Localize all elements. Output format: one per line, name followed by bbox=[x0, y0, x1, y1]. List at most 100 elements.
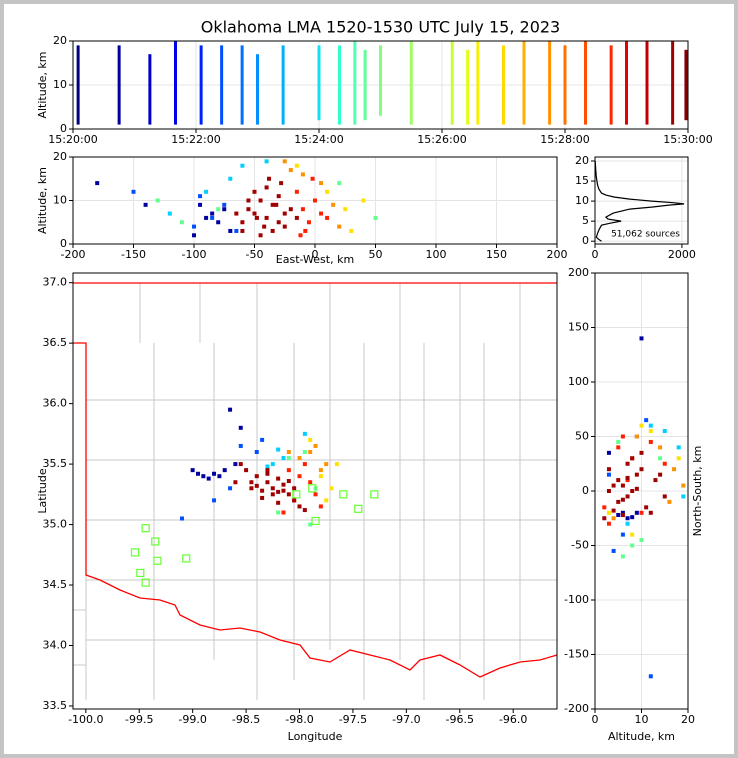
source-point bbox=[155, 198, 160, 203]
source-point bbox=[254, 449, 259, 454]
flash-column bbox=[353, 41, 357, 125]
source-point bbox=[325, 189, 330, 194]
source-point bbox=[681, 483, 686, 488]
source-point bbox=[306, 220, 311, 225]
source-point bbox=[630, 515, 635, 520]
source-point bbox=[192, 233, 196, 238]
source-point bbox=[318, 468, 323, 473]
source-point bbox=[234, 211, 239, 216]
source-point bbox=[658, 472, 663, 477]
station bbox=[308, 484, 317, 493]
source-point bbox=[313, 443, 318, 448]
source-point bbox=[300, 207, 305, 212]
x-tick-label: -97.0 bbox=[392, 713, 420, 726]
source-point bbox=[625, 516, 630, 521]
source-point bbox=[297, 456, 302, 461]
source-point bbox=[319, 211, 324, 216]
source-point bbox=[264, 159, 269, 164]
source-point bbox=[233, 462, 238, 467]
axes-frame bbox=[594, 272, 689, 710]
source-point bbox=[276, 476, 281, 481]
flash-column bbox=[256, 54, 259, 125]
x-tick-label: -200 bbox=[61, 248, 86, 261]
y-axis-label: Latitude bbox=[36, 468, 49, 514]
y-tick-label: 37.0 bbox=[43, 276, 68, 289]
flash-column bbox=[584, 41, 587, 125]
y-tick-label: 36.5 bbox=[43, 336, 68, 349]
y-axis-label: North-South, km bbox=[691, 446, 704, 537]
flash-column bbox=[338, 45, 341, 125]
source-point bbox=[167, 211, 172, 216]
x-tick-label: -97.5 bbox=[339, 713, 367, 726]
source-point bbox=[606, 489, 611, 493]
source-point bbox=[662, 429, 667, 434]
source-point bbox=[265, 464, 270, 469]
source-point bbox=[270, 492, 275, 497]
map-basemap bbox=[73, 282, 557, 700]
flash-column bbox=[409, 41, 413, 125]
source-point bbox=[310, 176, 315, 181]
chart-title: Oklahoma LMA 1520-1530 UTC July 15, 2023 bbox=[201, 18, 560, 37]
source-point bbox=[265, 468, 270, 473]
source-point bbox=[294, 189, 299, 194]
source-point bbox=[292, 486, 297, 491]
source-point bbox=[270, 228, 275, 233]
source-point bbox=[630, 532, 635, 537]
source-point bbox=[262, 224, 267, 229]
source-point bbox=[611, 483, 616, 488]
flash-column bbox=[450, 41, 454, 125]
source-point bbox=[602, 505, 607, 510]
station bbox=[136, 568, 145, 578]
y-tick-label: 36.0 bbox=[43, 397, 68, 410]
source-point bbox=[634, 510, 639, 515]
source-point bbox=[337, 224, 342, 229]
source-point bbox=[302, 431, 307, 436]
source-point bbox=[625, 521, 630, 526]
source-point bbox=[302, 462, 307, 467]
source-point bbox=[143, 202, 148, 207]
state-border bbox=[73, 282, 557, 678]
flash-column bbox=[671, 41, 675, 125]
source-point bbox=[288, 207, 293, 212]
source-point bbox=[616, 439, 621, 444]
source-point bbox=[634, 434, 639, 439]
source-point bbox=[639, 467, 644, 472]
axes-frame bbox=[594, 156, 689, 245]
source-point bbox=[329, 486, 334, 491]
y-tick-label: 0 bbox=[582, 234, 589, 247]
flash-column bbox=[317, 45, 321, 121]
source-point bbox=[265, 471, 270, 476]
source-point bbox=[298, 233, 303, 238]
source-point bbox=[192, 224, 196, 229]
source-point bbox=[606, 510, 611, 515]
source-point bbox=[648, 439, 653, 444]
source-point bbox=[325, 215, 330, 220]
source-point bbox=[672, 467, 677, 472]
source-point bbox=[238, 443, 243, 448]
x-tick-label: 0 bbox=[592, 713, 599, 726]
source-point bbox=[190, 468, 195, 473]
source-point bbox=[349, 228, 354, 233]
station bbox=[141, 578, 150, 587]
source-point bbox=[267, 176, 272, 181]
source-point bbox=[658, 456, 663, 461]
source-point bbox=[233, 480, 238, 485]
source-point bbox=[282, 159, 287, 164]
source-point bbox=[281, 456, 286, 461]
source-point bbox=[254, 483, 259, 488]
flash-column bbox=[117, 45, 121, 125]
source-point bbox=[648, 674, 653, 679]
flash-column bbox=[476, 41, 480, 125]
source-point bbox=[240, 220, 245, 225]
source-point bbox=[179, 220, 184, 225]
source-point bbox=[131, 189, 136, 194]
source-point bbox=[270, 202, 275, 207]
y-tick-label: 20 bbox=[53, 150, 67, 163]
x-tick-label: -50 bbox=[246, 248, 264, 261]
source-point bbox=[210, 215, 215, 220]
source-point bbox=[260, 495, 265, 500]
source-point bbox=[620, 434, 625, 439]
source-point bbox=[258, 233, 263, 238]
flash-column bbox=[684, 49, 688, 121]
source-point bbox=[228, 228, 233, 233]
